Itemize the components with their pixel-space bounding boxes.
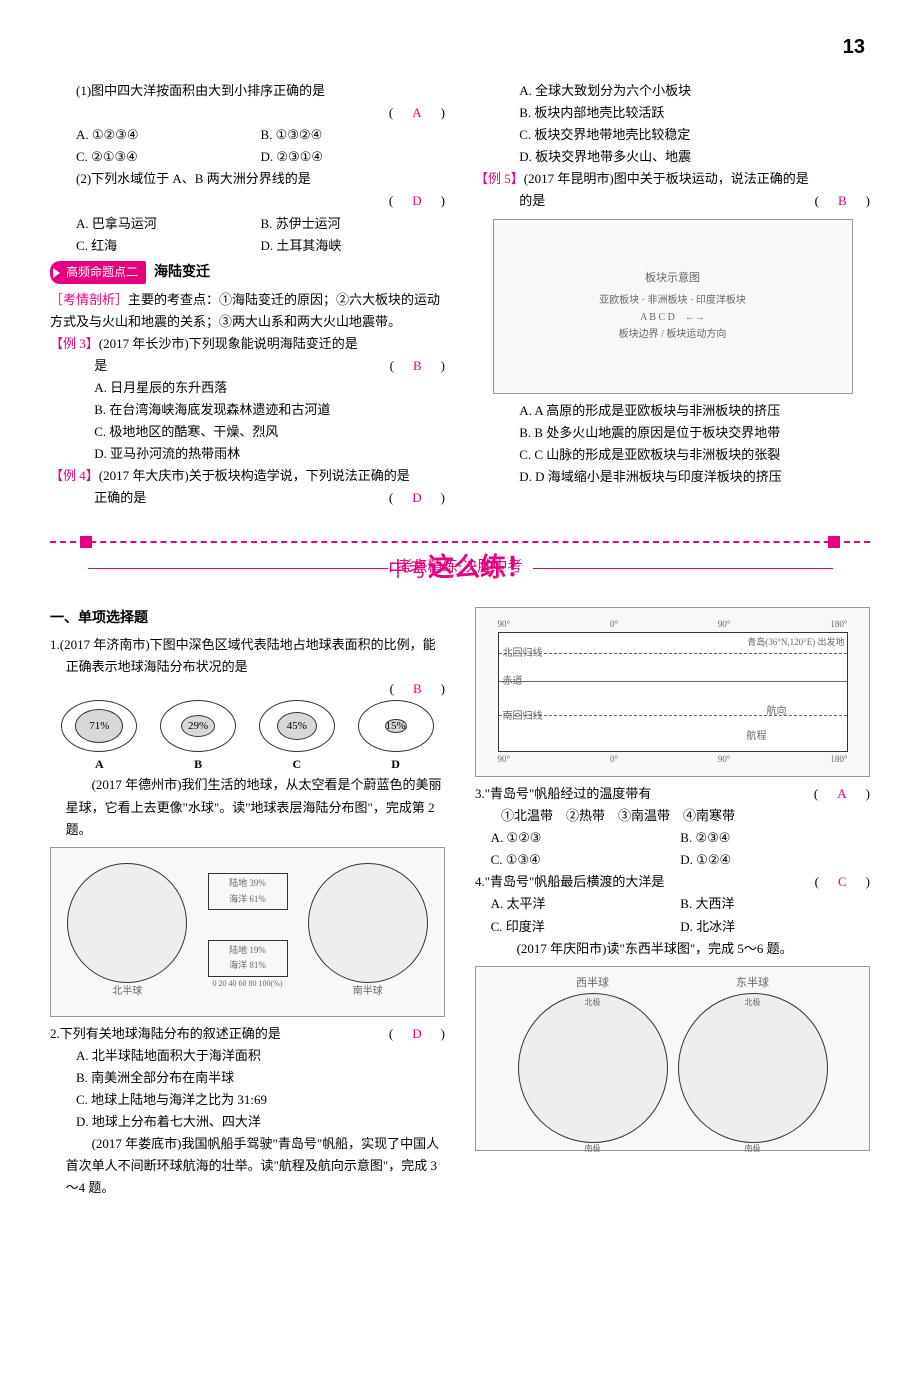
lq2-opt-c: C. 地球上陆地与海洋之比为 31:69 — [50, 1089, 445, 1111]
ex3-label: 【例 3】 — [50, 336, 99, 351]
intro2: (2017 年德州市)我们生活的地球，从太空看是个蔚蓝色的美丽星球，它看上去更像… — [50, 774, 445, 840]
ex5-label: 【例 5】 — [475, 171, 524, 186]
analysis-text: ［考情剖析］主要的考查点：①海陆变迁的原因；②六大板块的运动方式及与火山和地震的… — [50, 289, 445, 333]
q2-opt-c: C. 红海 — [76, 235, 261, 257]
lq3-opt-d: D. ①②④ — [680, 849, 870, 871]
ex5-opt-c: C. C 山脉的形成是亚欧板块与非洲板块的张裂 — [475, 444, 870, 466]
q2-opt-b: B. 苏伊士运河 — [261, 213, 446, 235]
lq4-opt-d: D. 北冰洋 — [680, 916, 870, 938]
lower-right-column: 90° 0° 90° 180° 北回归线 赤道 南回归线 航向 航程 青岛(36… — [475, 601, 870, 1200]
q1-opt-d: D. ②③①④ — [261, 146, 446, 168]
lq2-stem: 下列有关地球海陆分布的叙述正确的是 — [60, 1026, 281, 1041]
lq4-num: 4. — [475, 874, 485, 889]
lq3-answer: A — [831, 786, 852, 801]
q1-opt-a: A. ①②③④ — [76, 124, 261, 146]
banner-sub: 考点精练·决胜中考 — [50, 555, 870, 581]
q1-opt-c: C. ②①③④ — [76, 146, 261, 168]
lq2-opt-b: B. 南美洲全部分布在南半球 — [50, 1067, 445, 1089]
lq2-num: 2. — [50, 1026, 60, 1041]
q2-opt-a: A. 巴拿马运河 — [76, 213, 261, 235]
ovals-figure: 71%A 29%B 45%C 15%D — [50, 700, 445, 774]
lq3-opt-a: A. ①②③ — [491, 827, 681, 849]
section-heading: 一、单项选择题 — [50, 607, 445, 631]
ex4-answer: D — [406, 490, 427, 505]
fig-route: 90° 0° 90° 180° 北回归线 赤道 南回归线 航向 航程 青岛(36… — [475, 607, 870, 777]
topic-header: 高频命题点二 海陆变迁 — [50, 261, 210, 285]
ex4-opt-d: D. 板块交界地带多火山、地震 — [475, 146, 870, 168]
fig-globes: 西半球 北极 南极 东半球 北极 南极 — [475, 966, 870, 1151]
lq3-opt-c: C. ①③④ — [491, 849, 681, 871]
ex5-opt-a: A. A 高原的形成是亚欧板块与非洲板块的挤压 — [475, 400, 870, 422]
lq3-circles: ①北温带 ②热带 ③南温带 ④南寒带 — [475, 805, 870, 827]
practice-banner: 中考这么练！ 考点精练·决胜中考 — [50, 541, 870, 581]
ex5-opt-d: D. D 海域缩小是非洲板块与印度洋板块的挤压 — [475, 466, 870, 488]
lq1-src: (2017 年济南市) — [60, 637, 150, 652]
lq4-opt-b: B. 大西洋 — [680, 893, 870, 915]
fig-hemispheres: 北半球 陆地 39% 海洋 61% 陆地 19% 海洋 81% 0 20 — [50, 847, 445, 1017]
lq2-opt-a: A. 北半球陆地面积大于海洋面积 — [50, 1045, 445, 1067]
lq4-opt-c: C. 印度洋 — [491, 916, 681, 938]
ex4-src: (2017 年大庆市) — [99, 468, 189, 483]
lq1-answer: B — [407, 681, 428, 696]
lower-left-column: 一、单项选择题 1.(2017 年济南市)下图中深色区域代表陆地占地球表面积的比… — [50, 601, 445, 1200]
lq3-stem: "青岛号"帆船经过的温度带有 — [485, 786, 652, 801]
ex3-src: (2017 年长沙市) — [99, 336, 189, 351]
lq4-answer: C — [832, 874, 853, 889]
intro34: (2017 年娄底市)我国帆船手驾驶"青岛号"帆船，实现了中国人首次单人不间断环… — [50, 1133, 445, 1199]
ex5-answer: B — [832, 193, 853, 208]
ex3-answer: B — [407, 358, 428, 373]
lq2-opt-d: D. 地球上分布着七大洲、四大洋 — [50, 1111, 445, 1133]
upper-right-column: A. 全球大致划分为六个小板块 B. 板块内部地壳比较活跃 C. 板块交界地带地… — [475, 80, 870, 509]
q1-opt-b: B. ①③②④ — [261, 124, 446, 146]
lq3-num: 3. — [475, 786, 485, 801]
page-number: 13 — [843, 30, 865, 64]
q1-stem: (1)图中四大洋按面积由大到小排序正确的是 — [76, 83, 325, 98]
ex4-opt-c: C. 板块交界地带地壳比较稳定 — [475, 124, 870, 146]
ex5-src: (2017 年昆明市) — [524, 171, 614, 186]
ex3-stem: 下列现象能说明海陆变迁的是 — [189, 336, 358, 351]
lq3-opt-b: B. ②③④ — [680, 827, 870, 849]
analysis-label: ［考情剖析］ — [50, 292, 128, 307]
ex5-figure: 板块示意图 亚欧板块 · 非洲板块 · 印度洋板块 A B C D ←→ 板块边… — [493, 219, 853, 394]
lq4-stem: "青岛号"帆船最后横渡的大洋是 — [485, 874, 665, 889]
ex3-opt-c: C. 极地地区的酷寒、干燥、烈风 — [50, 421, 445, 443]
lq1-num: 1. — [50, 637, 60, 652]
lq4-opt-a: A. 太平洋 — [491, 893, 681, 915]
ex3-opt-a: A. 日月星辰的东升西落 — [50, 377, 445, 399]
ex4-stem: 关于板块构造学说，下列说法正确的是 — [189, 468, 410, 483]
ex5-opt-b: B. B 处多火山地震的原因是位于板块交界地带 — [475, 422, 870, 444]
lq2-answer: D — [406, 1026, 427, 1041]
topic-title: 海陆变迁 — [154, 261, 210, 285]
ex4-opt-a: A. 全球大致划分为六个小板块 — [475, 80, 870, 102]
q1-answer: A — [406, 105, 427, 120]
q2-answer: D — [406, 193, 427, 208]
ex3-opt-b: B. 在台湾海峡海底发现森林遗迹和古河道 — [50, 399, 445, 421]
q2-opt-d: D. 土耳其海峡 — [261, 235, 446, 257]
ex4-opt-b: B. 板块内部地壳比较活跃 — [475, 102, 870, 124]
q2-stem: (2)下列水域位于 A、B 两大洲分界线的是 — [76, 171, 311, 186]
upper-left-column: (1)图中四大洋按面积由大到小排序正确的是 ( A ) A. ①②③④ B. ①… — [50, 80, 445, 509]
topic-badge: 高频命题点二 — [50, 261, 146, 283]
intro56: (2017 年庆阳市)读"东西半球图"，完成 5～6 题。 — [475, 938, 870, 960]
ex4-label: 【例 4】 — [50, 468, 99, 483]
ex5-stem: 图中关于板块运动，说法正确的是 — [614, 171, 809, 186]
ex3-opt-d: D. 亚马孙河流的热带雨林 — [50, 443, 445, 465]
